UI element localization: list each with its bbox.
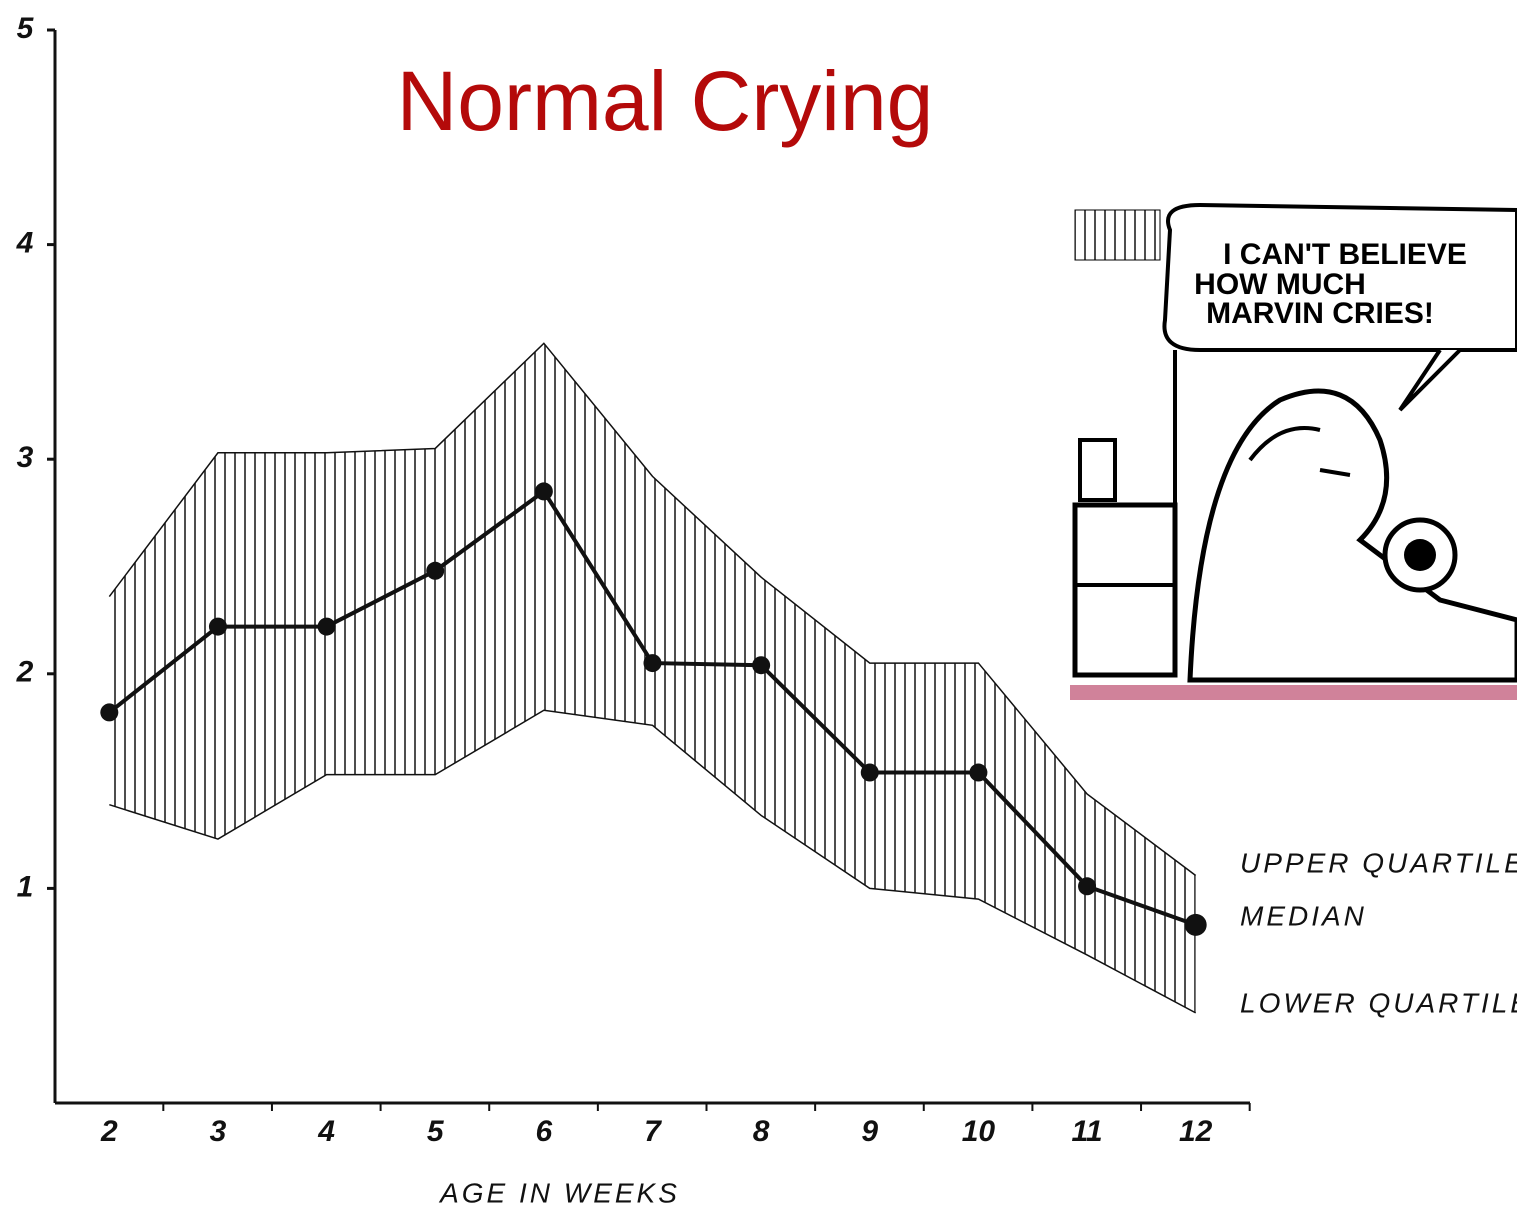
x-tick-label: 9: [861, 1115, 878, 1148]
median-point: [860, 763, 879, 782]
median-point: [969, 763, 988, 782]
quartile-line: [108, 342, 1197, 877]
legend-label: UPPER QUARTILE: [1240, 847, 1517, 878]
x-tick-label: 6: [536, 1115, 553, 1148]
legend-label: MEDIAN: [1240, 900, 1367, 931]
x-axis-label: AGE IN WEEKS: [438, 1177, 680, 1208]
y-tick-label: 5: [17, 12, 35, 45]
speech-text: I CAN'T BELIEVE: [1223, 238, 1467, 271]
median-point: [752, 656, 771, 675]
x-tick-label: 12: [1179, 1115, 1213, 1148]
cartoon: I CAN'T BELIEVE HOW MUCH MARVIN CRIES!: [1070, 185, 1517, 700]
x-tick-label: 4: [317, 1115, 335, 1148]
median-point: [1184, 913, 1207, 936]
x-tick-label: 3: [210, 1115, 227, 1148]
quartile-line: [109, 709, 1197, 1014]
median-point: [317, 617, 336, 636]
median-point: [643, 654, 662, 673]
x-tick-label: 2: [100, 1115, 118, 1148]
x-tick-label: 7: [644, 1115, 662, 1148]
quartile-band: [109, 343, 1196, 1013]
median-point: [100, 703, 119, 722]
median-point: [1078, 877, 1097, 896]
speech-text: HOW MUCH: [1194, 268, 1366, 301]
speech-text: MARVIN CRIES!: [1206, 297, 1434, 330]
y-tick-label: 4: [16, 227, 34, 260]
y-tick-label: 1: [17, 870, 34, 903]
median-point: [208, 617, 227, 636]
y-tick-label: 2: [16, 656, 34, 689]
x-tick-label: 8: [753, 1115, 770, 1148]
median-point: [534, 482, 553, 501]
x-tick-label: 5: [427, 1115, 445, 1148]
legend-label: LOWER QUARTILE: [1240, 987, 1517, 1018]
median-point: [426, 561, 445, 580]
x-tick-label: 11: [1071, 1115, 1102, 1148]
y-tick-label: 3: [17, 441, 34, 474]
chart-title: Normal Crying: [397, 54, 934, 148]
x-tick-label: 10: [962, 1115, 996, 1148]
